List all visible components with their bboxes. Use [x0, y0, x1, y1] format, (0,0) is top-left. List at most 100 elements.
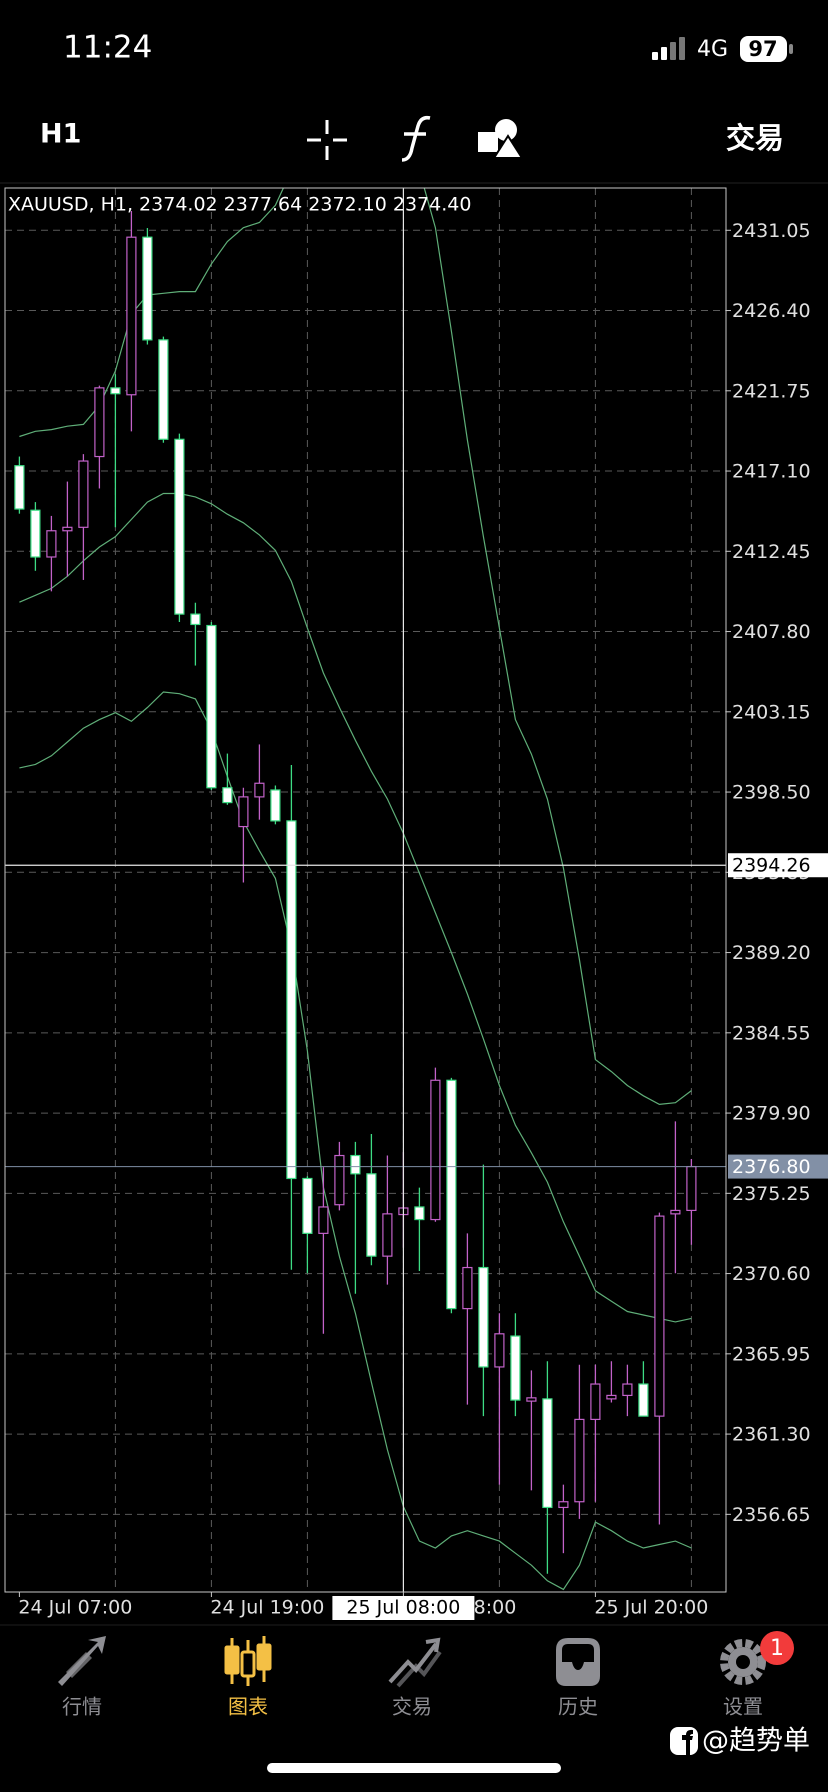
chart-title: XAUUSD, H1, 2374.02 2377.64 2372.10 2374…	[8, 194, 471, 216]
candle-body	[110, 387, 121, 395]
status-time: 11:24	[63, 30, 152, 66]
x-tick-label: 24 Jul 07:00	[18, 1597, 132, 1619]
tab-label: 交易	[392, 1695, 432, 1719]
candle-body	[670, 1209, 681, 1215]
tab-icon	[224, 1636, 272, 1686]
candle-body	[270, 789, 281, 822]
candle-body	[126, 236, 137, 396]
candle-body	[606, 1394, 617, 1400]
watermark-glyph	[682, 1729, 693, 1755]
y-tick-label: 2361.30	[732, 1424, 811, 1446]
y-tick-label: 2384.55	[732, 1022, 811, 1044]
y-tick-label: 2379.90	[732, 1103, 811, 1125]
candle-body	[382, 1213, 393, 1257]
candle-body	[174, 438, 185, 615]
tab-settings[interactable]: 设置	[720, 1639, 766, 1719]
tab-chart[interactable]: 图表	[224, 1636, 272, 1719]
candle-body	[590, 1383, 601, 1421]
candle-body	[238, 796, 249, 828]
tab-label: 行情	[62, 1695, 102, 1719]
crosshair-time-box	[332, 1596, 475, 1620]
watermark-icon	[670, 1727, 698, 1755]
x-tick-label: 24 Jul 19:00	[210, 1597, 324, 1619]
candle-body	[446, 1079, 457, 1310]
candle-body	[78, 460, 89, 528]
tab-label: 历史	[558, 1695, 598, 1719]
candle-body	[286, 820, 297, 1180]
badge-count: 1	[770, 1636, 784, 1661]
candle-body	[510, 1335, 521, 1401]
watermark: @趋势单	[702, 1726, 810, 1757]
y-tick-label: 2403.15	[732, 701, 811, 723]
candle-body	[254, 782, 265, 798]
candle-body	[142, 236, 153, 341]
y-tick-label: 2431.05	[732, 220, 811, 242]
tab-label: 设置	[723, 1695, 763, 1719]
candle-body	[638, 1383, 649, 1417]
tab-label: 图表	[228, 1695, 268, 1719]
battery-level: 97	[748, 37, 777, 61]
timeframe-button[interactable]: H1	[40, 119, 81, 150]
crosshair-price-box	[728, 853, 828, 878]
band-line	[19, 691, 692, 1591]
candle-body	[526, 1397, 537, 1402]
y-tick-label: 2426.40	[732, 300, 811, 322]
network-type: 4G	[697, 37, 728, 62]
y-tick-label: 2398.50	[732, 782, 811, 804]
notification-badge	[760, 1631, 794, 1665]
current-price-box	[728, 1154, 828, 1179]
candle-body	[94, 387, 105, 458]
crosshair-time-label: 25 Jul 08:00	[346, 1597, 460, 1619]
crosshair-price-label: 2394.26	[732, 855, 811, 877]
indicator-button[interactable]	[401, 115, 431, 162]
candle-body	[430, 1079, 441, 1221]
band-line	[19, 492, 692, 1323]
y-tick-label: 2407.80	[732, 621, 811, 643]
candle-body	[494, 1333, 505, 1368]
plot-area	[5, 188, 726, 1592]
tab-quotes[interactable]: 行情	[58, 1636, 106, 1719]
battery-icon	[740, 36, 787, 62]
y-tick-label: 2365.95	[732, 1343, 811, 1365]
candle-body	[302, 1177, 313, 1234]
candle-body	[62, 526, 73, 532]
home-indicator	[267, 1763, 561, 1773]
tab-trade[interactable]: 交易	[388, 1637, 442, 1719]
y-tick-label: 2356.65	[732, 1504, 811, 1526]
tab-icon	[556, 1638, 600, 1686]
y-tick-label: 2421.75	[732, 380, 811, 402]
candle-body	[542, 1398, 553, 1509]
candle-body	[190, 613, 201, 626]
candle-body	[30, 509, 41, 558]
y-tick-label: 2370.60	[732, 1263, 811, 1285]
candle-body	[654, 1215, 665, 1417]
y-tick-label: 2375.25	[732, 1183, 811, 1205]
crosshair-button[interactable]	[307, 120, 347, 160]
battery-nub	[789, 44, 793, 54]
candle-body	[414, 1206, 425, 1221]
candle-body	[206, 624, 217, 789]
trade-button[interactable]: 交易	[726, 121, 784, 155]
tab-icon	[388, 1637, 442, 1688]
objects-button[interactable]	[478, 119, 524, 159]
plot-border	[4, 187, 727, 1593]
candle-body	[462, 1266, 473, 1310]
tab-history[interactable]: 历史	[556, 1638, 600, 1719]
candle-body	[622, 1383, 633, 1397]
candle-body	[318, 1206, 329, 1234]
candle-body	[366, 1173, 377, 1257]
candle-body	[574, 1418, 585, 1503]
candle-body	[46, 530, 57, 558]
y-tick-label: 2389.20	[732, 942, 811, 964]
candle-body	[14, 465, 25, 510]
candle-body	[334, 1154, 345, 1206]
tab-icon	[720, 1639, 766, 1685]
current-price-label: 2376.80	[732, 1156, 811, 1178]
signal-icon	[652, 37, 685, 60]
candle-body	[558, 1501, 569, 1509]
tab-icon	[58, 1636, 106, 1686]
y-tick-label: 2417.10	[732, 461, 811, 483]
x-tick-label: 25 Jul 20:00	[594, 1597, 708, 1619]
